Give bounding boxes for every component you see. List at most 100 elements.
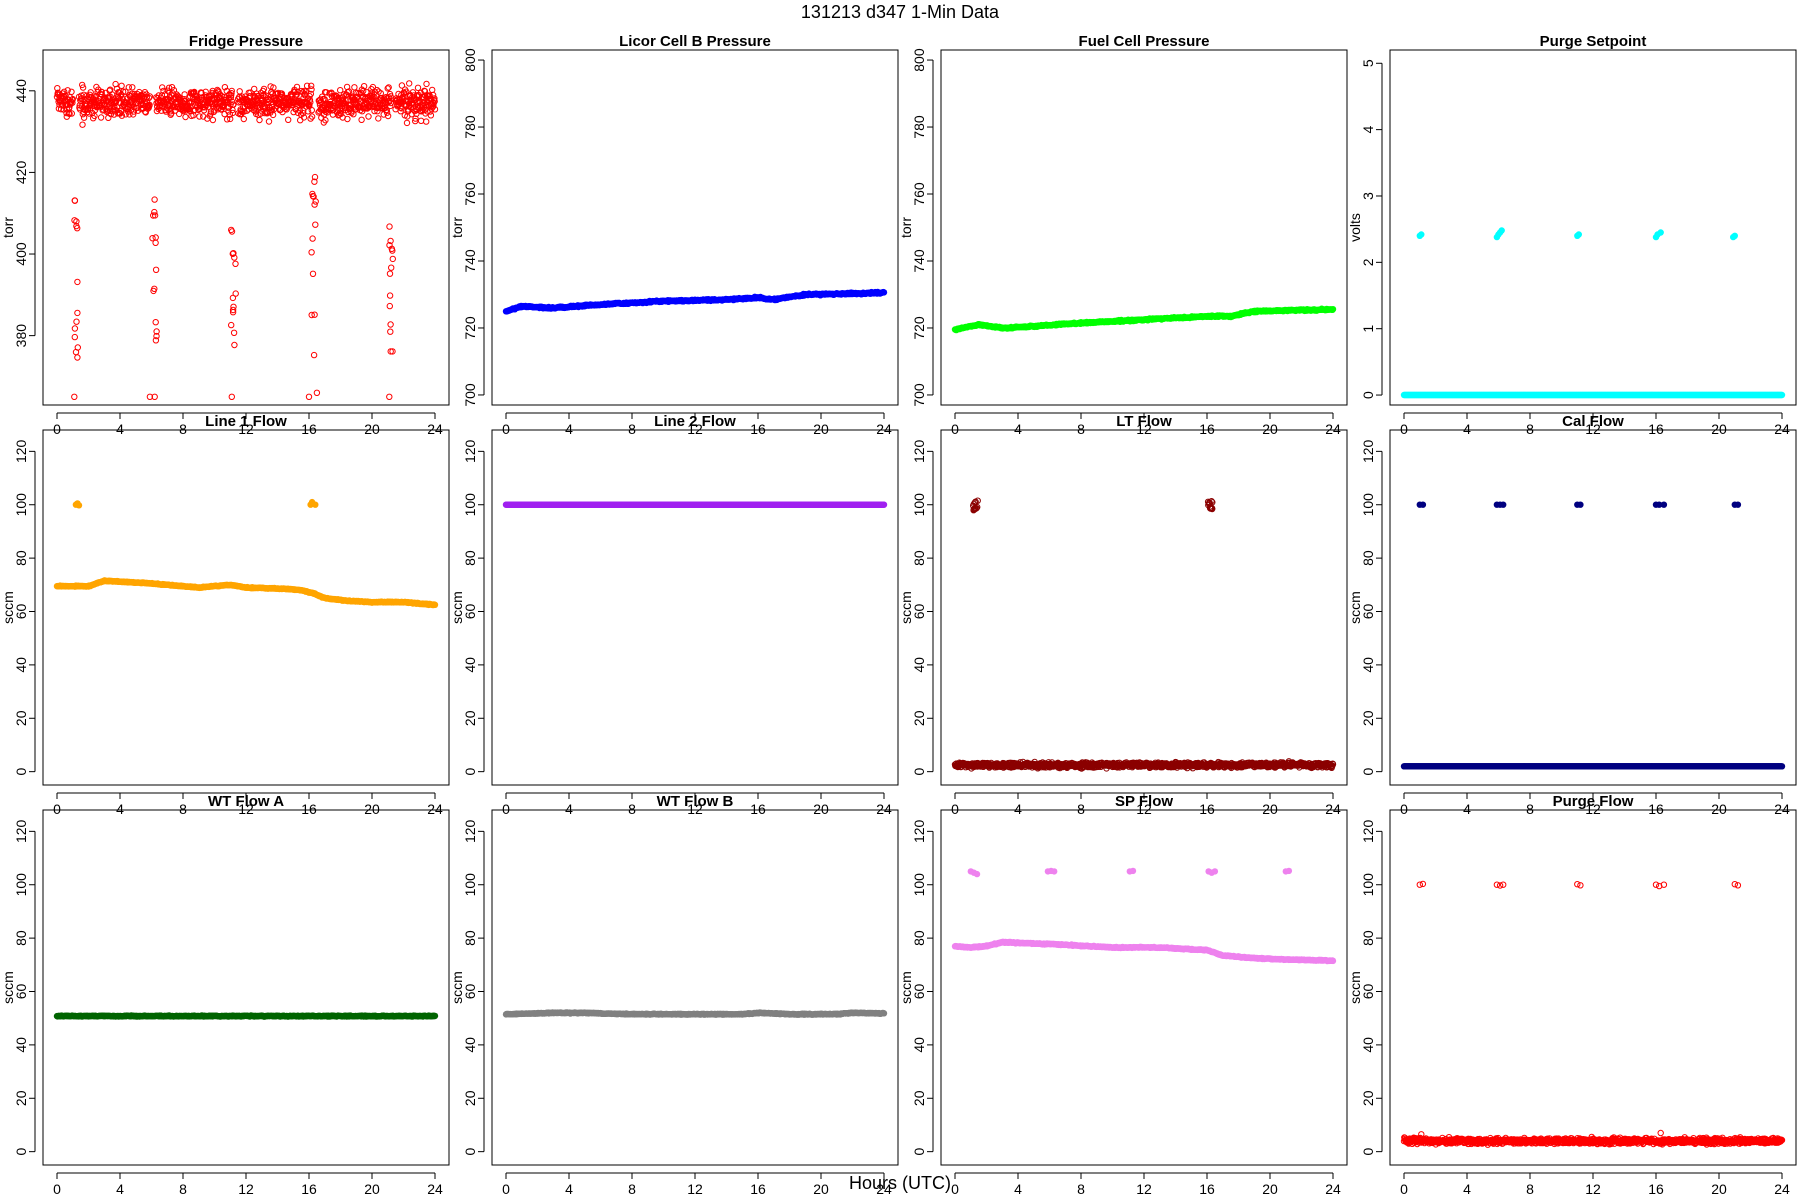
data-point: [223, 116, 231, 123]
panel-title: Fridge Pressure: [189, 33, 303, 50]
x-axis: 0 4 8 12 16 20 24: [53, 412, 443, 437]
x-tick-label: 4: [116, 421, 124, 437]
data-point: [1418, 231, 1425, 238]
x-tick-label: 4: [1014, 421, 1022, 437]
data-point: [77, 95, 85, 103]
data-point: [60, 88, 68, 96]
data-point: [68, 110, 76, 117]
data-point: [227, 115, 234, 123]
data-point: [98, 88, 105, 96]
y-tick-label: 40: [462, 657, 478, 673]
x-tick-label: 24: [876, 801, 892, 817]
data-point: [375, 115, 382, 122]
data-point: [308, 113, 316, 120]
x-tick-label: 16: [750, 421, 766, 437]
data-point: [397, 108, 404, 115]
y-tick-label: 440: [13, 79, 29, 103]
data-point: [170, 87, 178, 94]
x-tick-label: 8: [179, 421, 187, 437]
data-point: [307, 99, 314, 106]
y-tick-label: 4: [1360, 126, 1376, 134]
data-point: [200, 107, 208, 114]
y-tick-label: 100: [13, 493, 29, 517]
y-axis-label: torr: [0, 217, 16, 238]
x-tick-label: 16: [301, 421, 317, 437]
data-point: [337, 87, 344, 94]
data-point: [312, 501, 319, 508]
y-axis-label: torr: [898, 217, 914, 238]
data-point: [360, 83, 368, 90]
data-point: [207, 108, 215, 115]
data-point: [54, 85, 61, 92]
y-tick-label: 720: [911, 316, 927, 340]
x-tick-label: 8: [628, 421, 636, 437]
y-tick-label: 1: [1360, 325, 1376, 333]
data-point: [228, 98, 236, 105]
data-point: [383, 109, 391, 116]
data-point: [225, 108, 232, 115]
figure-x-axis-label: Hours (UTC): [849, 1173, 951, 1193]
data-point: [87, 89, 94, 96]
data-point: [125, 84, 133, 91]
panel-title: Fuel Cell Pressure: [1079, 33, 1210, 50]
data-point: [64, 87, 71, 94]
data-point: [118, 91, 125, 99]
data-point: [146, 101, 153, 109]
x-tick-label: 12: [238, 421, 254, 437]
data-point: [260, 85, 268, 93]
data-point: [387, 102, 394, 110]
data-point: [134, 107, 142, 114]
y-tick-label: 20: [462, 710, 478, 726]
panel-title: LT Flow: [1116, 413, 1172, 430]
x-tick-label: 8: [1077, 801, 1085, 817]
y-tick-label: 5: [1360, 59, 1376, 67]
x-tick-label: 24: [1774, 421, 1790, 437]
x-tick-label: 8: [628, 801, 636, 817]
x-tick-label: 24: [427, 801, 443, 817]
data-point: [265, 118, 273, 125]
x-tick-label: 16: [750, 801, 766, 817]
x-tick-label: 0: [502, 421, 510, 437]
data-point: [1498, 227, 1505, 234]
data-point: [158, 107, 165, 114]
data-point: [85, 110, 93, 117]
data-point: [251, 85, 258, 93]
data-point: [404, 98, 412, 106]
data-point: [373, 86, 381, 94]
data-point: [101, 100, 109, 108]
x-tick-label: 4: [116, 801, 124, 817]
data-point: [349, 97, 356, 104]
y-tick-label: 380: [13, 324, 29, 348]
x-tick-label: 24: [876, 421, 892, 437]
y-tick-label: 40: [13, 657, 29, 673]
x-tick-label: 4: [565, 801, 573, 817]
y-tick-label: 400: [13, 242, 29, 266]
y-tick-label: 120: [462, 439, 478, 463]
y-tick-label: 20: [911, 710, 927, 726]
data-point: [182, 113, 189, 121]
data-point: [122, 88, 129, 95]
x-tick-label: 24: [1325, 421, 1341, 437]
data-point: [68, 96, 76, 104]
x-tick-label: 0: [951, 421, 959, 437]
y-tick-label: 0: [13, 768, 29, 776]
x-tick-label: 0: [951, 801, 959, 817]
y-tick-label: 740: [462, 249, 478, 273]
data-point: [1329, 306, 1337, 313]
y-tick-label: 0: [462, 768, 478, 776]
x-tick-label: 4: [565, 421, 573, 437]
x-tick-label: 20: [1262, 801, 1278, 817]
data-point: [75, 502, 83, 509]
x-tick-label: 24: [427, 421, 443, 437]
panel-title: Purge Setpoint: [1540, 33, 1647, 50]
panel-title: Line 1 Flow: [205, 413, 287, 430]
y-axis-label: volts: [1347, 213, 1363, 242]
x-tick-label: 16: [1648, 421, 1664, 437]
data-point: [129, 84, 136, 91]
y-tick-label: 760: [462, 182, 478, 206]
data-point: [322, 117, 329, 124]
